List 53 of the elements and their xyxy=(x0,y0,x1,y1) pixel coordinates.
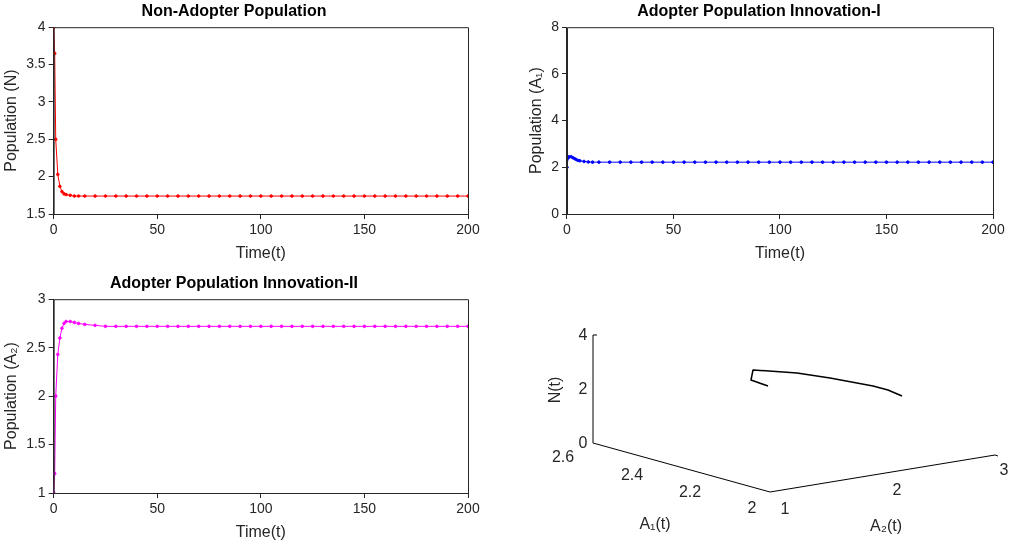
y-tick-label: 1.5 xyxy=(26,435,46,452)
text: A₁(t) xyxy=(639,515,671,533)
x-axis-title: Time(t) xyxy=(235,522,286,540)
chart-title: Adopter Population Innovation-I xyxy=(637,2,881,20)
text: 2 xyxy=(892,481,902,499)
chart-title: Adopter Population Innovation-II xyxy=(110,274,358,292)
text: 2.2 xyxy=(678,483,702,501)
chart-title: Non-Adopter Population xyxy=(141,2,327,20)
x-tick-label: 200 xyxy=(456,221,480,238)
text: 2 xyxy=(747,499,757,517)
x-tick-label: 0 xyxy=(49,221,58,238)
y-tick-label: 0 xyxy=(551,204,560,221)
x-tick-label: 150 xyxy=(352,500,377,517)
x-tick-label: 100 xyxy=(249,221,273,238)
x-tick-label: 0 xyxy=(49,500,58,517)
y-tick-label: 2.5 xyxy=(26,338,46,355)
x-tick-label: 200 xyxy=(456,500,480,517)
y-axis-title: Population (N) xyxy=(2,69,20,172)
y-tick-label: 2 xyxy=(37,386,46,403)
y-tick-label: 4 xyxy=(551,111,560,128)
x-tick-label: 200 xyxy=(981,221,1005,238)
text: 4 xyxy=(578,326,588,344)
y-tick-label: 3 xyxy=(37,92,46,109)
x-tick-label: 50 xyxy=(149,500,166,517)
text: 0 xyxy=(578,434,588,452)
y-tick-label: 4 xyxy=(37,18,46,35)
y-tick-label: 1.5 xyxy=(26,204,46,221)
text: 1 xyxy=(780,500,790,518)
y-axis-title: Population (A₁) xyxy=(527,67,545,174)
x-tick-label: 150 xyxy=(874,221,899,238)
text: N(t) xyxy=(546,376,564,404)
y-tick-label: 2 xyxy=(37,167,46,184)
y-axis-title: Population (A₂) xyxy=(2,342,20,450)
x-tick-label: 150 xyxy=(352,221,377,238)
x-tick-label: 100 xyxy=(768,221,792,238)
y-tick-label: 1 xyxy=(37,483,46,500)
x-axis-title: Time(t) xyxy=(754,243,806,261)
text: 2 xyxy=(578,380,588,398)
text: 2.4 xyxy=(620,466,644,484)
y-tick-label: 3.5 xyxy=(26,55,46,72)
y-tick-label: 2 xyxy=(551,158,560,175)
text: A₂(t) xyxy=(870,517,902,535)
x-tick-label: 50 xyxy=(149,221,166,238)
x-tick-label: 100 xyxy=(249,500,273,517)
text: 2.6 xyxy=(551,448,575,466)
y-tick-label: 3 xyxy=(37,290,46,307)
y-tick-label: 6 xyxy=(551,64,560,81)
x-tick-label: 0 xyxy=(563,221,572,238)
y-tick-label: 8 xyxy=(551,18,560,35)
y-tick-label: 2.5 xyxy=(26,130,46,147)
text: 3 xyxy=(999,461,1009,479)
x-tick-label: 50 xyxy=(665,221,682,238)
x-axis-title: Time(t) xyxy=(235,243,286,261)
